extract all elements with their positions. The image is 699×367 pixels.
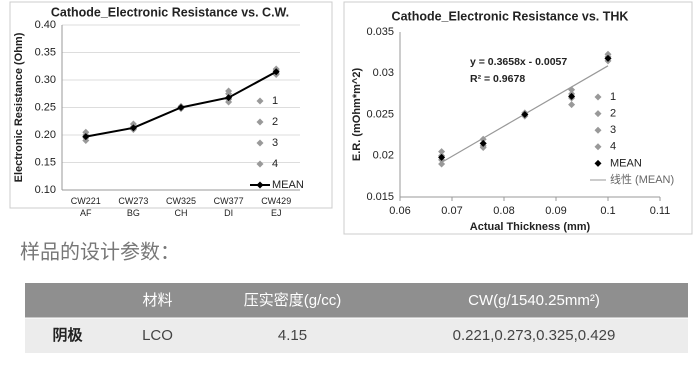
marker <box>225 90 233 98</box>
marker <box>604 54 612 62</box>
legend-marker <box>256 97 264 105</box>
annotation: y = 0.3658x - 0.0057 <box>470 56 567 68</box>
y-tick-label: 0.035 <box>366 26 394 38</box>
legend-label: 3 <box>272 137 278 149</box>
legend-label: MEAN <box>272 179 304 191</box>
y-tick-label: 0.40 <box>35 19 56 31</box>
x-tick-label: 0.09 <box>545 205 566 217</box>
table-cell: 0.221,0.273,0.325,0.429 <box>453 327 616 344</box>
y-axis-label: Electronic Resistance (Ohm) <box>13 32 25 182</box>
heading: 样品的设计参数： <box>20 240 180 263</box>
legend-label: 1 <box>272 95 278 107</box>
marker <box>438 160 446 168</box>
marker <box>225 98 233 106</box>
y-tick-label: 0.02 <box>373 150 394 162</box>
chart-frame <box>343 1 693 235</box>
x-tick-label: 0.07 <box>441 205 462 217</box>
table-header-cell: 压实密度(g/cc) <box>244 292 342 309</box>
legend-label: 2 <box>272 116 278 128</box>
y-tick-label: 0.35 <box>35 46 56 58</box>
legend-marker <box>594 143 602 151</box>
y-tick-label: 0.10 <box>35 184 56 196</box>
marker <box>129 124 137 132</box>
table-cell: 阴极 <box>52 326 83 344</box>
table-header-cell: 材料 <box>142 292 172 309</box>
table-header-bg <box>25 283 688 318</box>
y-tick-label: 0.03 <box>373 67 394 79</box>
legend-label: 1 <box>610 91 616 103</box>
legend-marker <box>256 181 264 189</box>
marker <box>82 133 90 141</box>
y-tick-label: 0.30 <box>35 74 56 86</box>
legend-marker <box>594 159 602 167</box>
marker <box>82 137 90 144</box>
y-tick-label: 0.025 <box>366 108 394 120</box>
legend-label: 线性 (MEAN) <box>610 172 674 186</box>
y-tick-label: 0.15 <box>35 156 56 168</box>
chart-title: Cathode_Electronic Resistance vs. C.W. <box>51 5 289 19</box>
x-tick-label: 0.08 <box>493 205 514 217</box>
annotation: R² = 0.9678 <box>470 73 525 85</box>
legend-marker <box>594 93 602 101</box>
marker <box>521 111 529 118</box>
marker <box>272 68 280 76</box>
table-cell: 4.15 <box>278 327 307 344</box>
chart-frame <box>9 1 333 209</box>
table-header-cell: CW(g/1540.25mm²) <box>468 292 600 309</box>
x-tick-label: 0.11 <box>650 205 671 217</box>
y-tick-label: 0.015 <box>366 191 394 203</box>
y-tick-label: 0.20 <box>35 129 56 141</box>
legend-label: 3 <box>610 124 616 136</box>
marker <box>479 139 487 147</box>
x-tick-label: CW377 DI <box>214 196 244 218</box>
chart-title: Cathode_Electronic Resistance vs. THK <box>392 9 629 23</box>
marker <box>438 148 446 156</box>
marker <box>177 104 185 111</box>
table-cell: LCO <box>142 327 173 344</box>
legend-marker <box>256 118 264 126</box>
marker <box>225 94 233 102</box>
table-row-bg <box>25 318 688 353</box>
legend-marker <box>256 139 264 147</box>
legend-label: 4 <box>610 141 616 153</box>
marker <box>479 135 487 143</box>
legend-marker <box>594 126 602 134</box>
x-tick-label: 0.1 <box>600 205 615 217</box>
marker <box>438 153 446 161</box>
y-axis-label: E.R. (mOhm*m^2) <box>351 68 363 162</box>
y-tick-label: 0.25 <box>35 101 56 113</box>
x-tick-label: CW273 BG <box>118 196 148 218</box>
x-tick-label: CW325 CH <box>166 196 196 218</box>
legend-marker <box>594 110 602 118</box>
marker <box>568 86 576 94</box>
x-axis-label: Actual Thickness (mm) <box>470 221 591 233</box>
x-tick-label: CW221 AF <box>71 196 101 218</box>
x-tick-label: CW429 EJ <box>261 196 291 218</box>
legend-label: 4 <box>272 158 278 170</box>
legend-marker <box>256 160 264 168</box>
legend-label: 2 <box>610 108 616 120</box>
x-tick-label: 0.06 <box>389 205 410 217</box>
legend-label: MEAN <box>610 157 642 169</box>
marker <box>568 92 576 100</box>
marker <box>568 101 576 109</box>
